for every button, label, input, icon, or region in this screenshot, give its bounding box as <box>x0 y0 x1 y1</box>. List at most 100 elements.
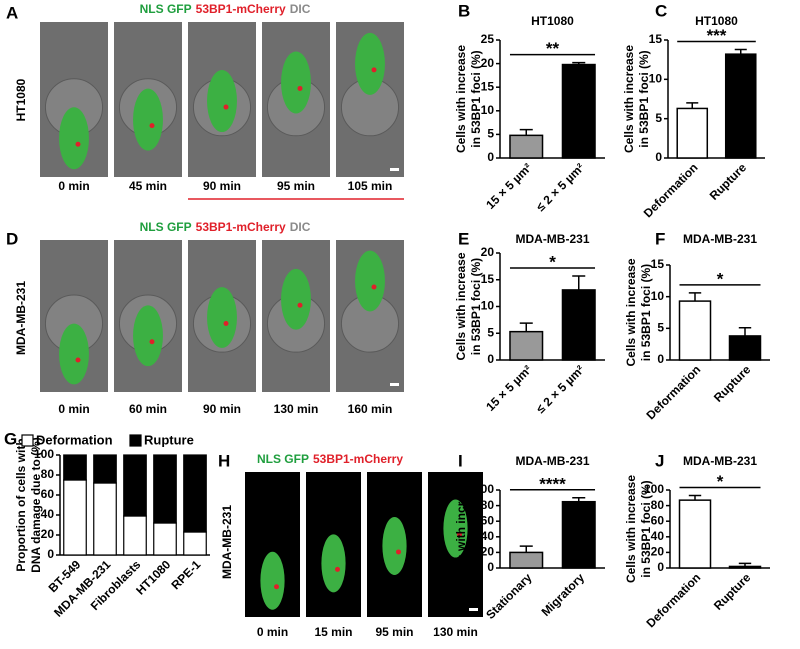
y-tick-label: 5 <box>657 321 664 335</box>
time-label: 45 min <box>129 179 167 193</box>
panel-letter: J <box>655 451 664 470</box>
x-tick-label: 15 × 5 µm² <box>483 362 534 413</box>
x-tick-label: Deformation <box>643 570 703 630</box>
y-tick-label: 20 <box>651 545 665 559</box>
y-tick-label: 100 <box>474 482 494 496</box>
y-tick-label: 20 <box>481 245 495 259</box>
time-label: 0 min <box>257 625 288 639</box>
x-tick-label: Rupture <box>711 362 754 405</box>
foci <box>297 302 303 308</box>
y-tick-label: 100 <box>644 482 664 496</box>
chart-title: MDA-MB-231 <box>683 232 757 246</box>
y-tick-label: 80 <box>41 467 55 481</box>
bar <box>724 53 757 159</box>
y-tick-label: 40 <box>41 507 55 521</box>
bar-segment <box>123 515 147 556</box>
y-tick-label: 5 <box>487 325 494 339</box>
error-bar <box>572 275 586 290</box>
significance-stars: *** <box>707 26 727 45</box>
time-label: 60 min <box>129 402 167 416</box>
y-tick-label: 60 <box>481 513 495 527</box>
y-tick-label: 15 <box>651 257 665 271</box>
y-tick-label: 15 <box>481 272 495 286</box>
bar-segment <box>183 454 207 533</box>
error-bar <box>688 494 702 501</box>
cell-nucleus <box>321 534 346 593</box>
foci <box>335 566 340 572</box>
channel-name: 53BP1-mCherry <box>196 220 286 234</box>
error-bar <box>734 48 747 55</box>
y-tick-label: 10 <box>651 289 665 303</box>
y-axis-label: in 53BP1 foci (%) <box>639 264 653 361</box>
y-tick-label: 20 <box>481 545 495 559</box>
y-tick-label: 20 <box>481 56 495 70</box>
panel-letter: G <box>4 429 17 448</box>
y-tick-label: 5 <box>487 127 494 141</box>
x-tick-label: 15 × 5 µm² <box>483 160 534 211</box>
legend-swatch <box>129 434 142 447</box>
y-tick-label: 0 <box>655 150 662 164</box>
significance-stars: * <box>717 269 724 288</box>
bar <box>561 500 596 569</box>
bar <box>509 551 544 569</box>
channel-name: NLS GFP <box>140 220 192 234</box>
cell-nucleus <box>355 250 385 312</box>
legend-swatch <box>21 434 34 447</box>
x-tick-label: Rupture <box>711 570 754 613</box>
bar-segment <box>123 454 147 517</box>
channel-name: NLS GFP <box>140 2 192 16</box>
time-label: 0 min <box>58 179 89 193</box>
cell-nucleus <box>281 51 311 114</box>
cell-nucleus <box>207 70 237 133</box>
chart-title: MDA-MB-231 <box>515 232 589 246</box>
cell-nucleus <box>281 268 311 330</box>
y-axis-label: Cells with increase <box>454 252 468 360</box>
cell-nucleus <box>260 551 285 610</box>
cell-nucleus <box>133 305 163 367</box>
y-axis-label: Cells with increase <box>624 258 638 366</box>
x-tick-label: Deformation <box>643 362 703 422</box>
error-bar <box>686 102 699 109</box>
error-bar <box>519 322 533 332</box>
bar-segment <box>183 531 207 556</box>
y-tick-label: 40 <box>651 529 665 543</box>
y-axis-label: Cells with increase <box>622 45 636 153</box>
y-axis-label: Cells with increase <box>454 45 468 153</box>
significance-stars: * <box>549 252 556 271</box>
channel-title: NLS GFP 53BP1-mCherry DIC <box>140 220 311 234</box>
panel-letter: E <box>458 229 469 248</box>
time-label: 90 min <box>203 402 241 416</box>
bar-segment <box>153 522 177 556</box>
legend-label: Deformation <box>36 432 113 447</box>
y-axis-label: in 53BP1 foci (%) <box>469 480 483 577</box>
y-tick-label: 60 <box>41 487 55 501</box>
y-axis-label: DNA damage due to (%) <box>29 437 43 573</box>
y-tick-label: 60 <box>651 513 665 527</box>
time-label: 15 min <box>314 625 352 639</box>
channel-name: DIC <box>290 220 311 234</box>
time-label: 105 min <box>348 179 393 193</box>
x-tick-label: HT1080 <box>133 557 173 597</box>
bar <box>678 300 712 361</box>
cell-line-label: MDA-MB-231 <box>220 505 234 579</box>
bar <box>561 63 596 159</box>
scale-bar <box>469 608 478 611</box>
time-label: 0 min <box>58 402 89 416</box>
error-bar <box>519 128 533 136</box>
chart-title: MDA-MB-231 <box>515 454 589 468</box>
channel-name: 53BP1-mCherry <box>196 2 286 16</box>
x-tick-label: ≤ 2 × 5 µm² <box>533 362 587 416</box>
bar <box>676 107 709 159</box>
y-axis-label: in 53BP1 foci (%) <box>637 50 651 147</box>
foci <box>297 85 303 91</box>
foci <box>371 284 377 290</box>
error-bar <box>519 545 533 553</box>
cell-nucleus <box>355 32 385 95</box>
x-tick-label: ≤ 2 × 5 µm² <box>533 160 587 214</box>
scale-bar <box>390 383 399 386</box>
panel-letter: C <box>655 1 667 20</box>
cell-nucleus <box>207 287 237 348</box>
y-tick-label: 0 <box>47 547 54 561</box>
panel-letter: H <box>218 451 230 470</box>
y-tick-label: 100 <box>34 447 54 461</box>
